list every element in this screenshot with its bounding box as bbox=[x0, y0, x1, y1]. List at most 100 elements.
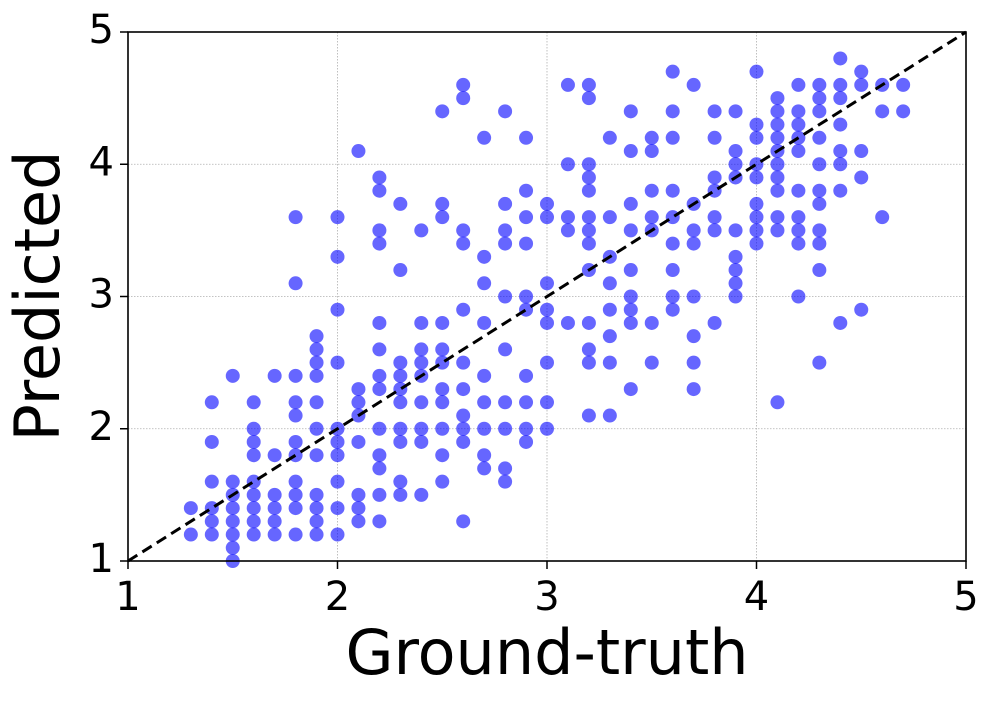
point bbox=[875, 104, 890, 119]
point bbox=[833, 117, 848, 132]
point bbox=[602, 276, 617, 291]
point bbox=[288, 501, 303, 516]
point bbox=[498, 342, 513, 357]
point bbox=[456, 421, 471, 436]
point bbox=[728, 276, 743, 291]
point bbox=[204, 474, 219, 489]
point bbox=[330, 527, 345, 542]
point bbox=[372, 448, 387, 463]
point bbox=[791, 183, 806, 198]
y-tick-label: 4 bbox=[89, 139, 114, 185]
point bbox=[435, 395, 450, 410]
point bbox=[372, 461, 387, 476]
point bbox=[770, 170, 785, 185]
point bbox=[707, 170, 722, 185]
point bbox=[309, 448, 324, 463]
point bbox=[791, 289, 806, 304]
point bbox=[246, 395, 261, 410]
point bbox=[351, 144, 366, 159]
point bbox=[707, 210, 722, 225]
point bbox=[309, 527, 324, 542]
point bbox=[498, 395, 513, 410]
point bbox=[309, 487, 324, 502]
point bbox=[204, 501, 219, 516]
point bbox=[435, 315, 450, 330]
point bbox=[812, 77, 827, 92]
point bbox=[854, 77, 869, 92]
point bbox=[540, 395, 554, 410]
point bbox=[393, 368, 408, 383]
point bbox=[456, 91, 471, 106]
point bbox=[393, 196, 408, 211]
point bbox=[204, 527, 219, 542]
point bbox=[288, 395, 303, 410]
point bbox=[456, 77, 471, 92]
point bbox=[623, 289, 638, 304]
point bbox=[288, 408, 303, 423]
point bbox=[351, 487, 366, 502]
point bbox=[435, 382, 450, 397]
point bbox=[665, 289, 680, 304]
point bbox=[707, 315, 722, 330]
point bbox=[372, 342, 387, 357]
point bbox=[602, 130, 617, 145]
point bbox=[770, 223, 785, 238]
point bbox=[707, 130, 722, 145]
point bbox=[728, 157, 743, 172]
point bbox=[456, 236, 471, 251]
point bbox=[372, 223, 387, 238]
point bbox=[372, 382, 387, 397]
point bbox=[833, 315, 848, 330]
y-tick-label: 1 bbox=[89, 536, 114, 582]
point bbox=[560, 223, 575, 238]
point bbox=[435, 196, 450, 211]
point bbox=[770, 91, 785, 106]
point bbox=[623, 315, 638, 330]
point bbox=[560, 77, 575, 92]
point bbox=[267, 448, 282, 463]
point bbox=[372, 170, 387, 185]
point bbox=[728, 289, 743, 304]
point bbox=[686, 382, 701, 397]
point bbox=[519, 183, 534, 198]
point bbox=[812, 223, 827, 238]
point bbox=[770, 183, 785, 198]
point bbox=[644, 144, 659, 159]
identity-line bbox=[127, 30, 967, 563]
point bbox=[519, 210, 534, 225]
point bbox=[812, 157, 827, 172]
point bbox=[519, 434, 534, 449]
point bbox=[749, 64, 764, 79]
point bbox=[309, 342, 324, 357]
x-tick-label: 3 bbox=[534, 574, 559, 620]
point bbox=[414, 421, 429, 436]
point bbox=[330, 210, 345, 225]
point bbox=[791, 210, 806, 225]
point bbox=[351, 395, 366, 410]
point bbox=[854, 302, 869, 317]
point bbox=[330, 434, 345, 449]
point bbox=[267, 501, 282, 516]
point bbox=[498, 289, 513, 304]
point bbox=[246, 487, 261, 502]
point bbox=[372, 421, 387, 436]
point bbox=[644, 355, 659, 370]
point bbox=[477, 461, 492, 476]
point bbox=[686, 355, 701, 370]
point bbox=[204, 514, 219, 529]
point bbox=[288, 210, 303, 225]
point bbox=[309, 368, 324, 383]
point bbox=[435, 342, 450, 357]
point bbox=[393, 395, 408, 410]
point bbox=[602, 355, 617, 370]
point bbox=[791, 236, 806, 251]
point bbox=[498, 421, 513, 436]
point bbox=[351, 514, 366, 529]
point bbox=[833, 157, 848, 172]
point bbox=[477, 249, 492, 264]
point bbox=[519, 395, 534, 410]
point bbox=[602, 329, 617, 344]
x-axis-label: Ground-truth bbox=[345, 616, 748, 689]
point bbox=[749, 223, 764, 238]
point bbox=[623, 302, 638, 317]
